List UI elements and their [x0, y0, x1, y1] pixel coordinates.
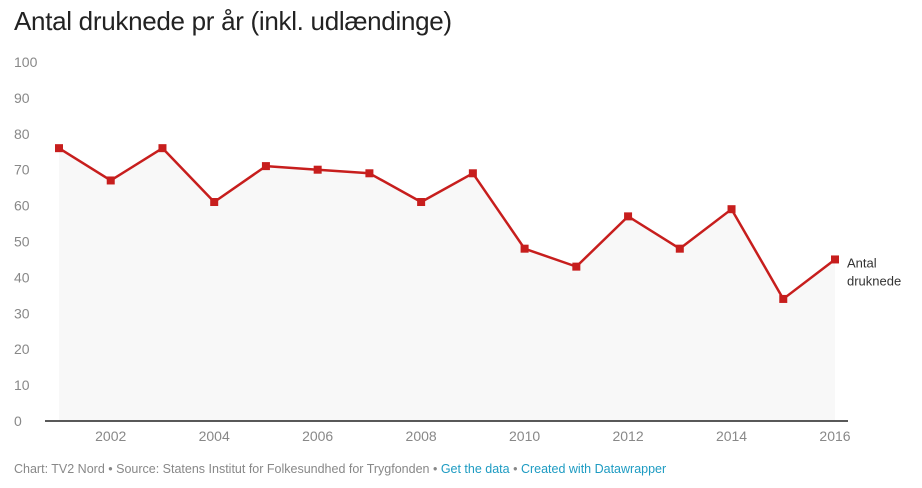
data-point — [675, 244, 684, 253]
y-tick-label: 50 — [14, 234, 30, 250]
data-point — [727, 205, 736, 214]
data-point — [210, 198, 219, 207]
y-tick-label: 100 — [14, 54, 38, 70]
data-point — [520, 244, 529, 253]
y-tick-label: 30 — [14, 305, 30, 321]
y-tick-label: 70 — [14, 162, 30, 178]
x-tick-label: 2012 — [612, 428, 643, 444]
source-credit: Source: Statens Institut for Folkesundhe… — [116, 462, 430, 476]
data-point — [572, 262, 581, 271]
data-point — [468, 169, 477, 178]
series-label: Antal — [847, 255, 877, 270]
x-tick-label: 2004 — [199, 428, 230, 444]
chart-credit: Chart: TV2 Nord — [14, 462, 105, 476]
x-tick-label: 2008 — [406, 428, 437, 444]
data-point — [417, 198, 426, 207]
data-point — [158, 144, 167, 153]
data-point — [313, 165, 322, 174]
y-tick-label: 90 — [14, 90, 30, 106]
y-tick-label: 60 — [14, 198, 30, 214]
datawrapper-link[interactable]: Created with Datawrapper — [520, 462, 667, 476]
x-tick-label: 2010 — [509, 428, 540, 444]
series-line — [58, 146, 836, 301]
data-point — [831, 255, 839, 264]
area-fill — [59, 148, 835, 421]
separator: • — [429, 462, 441, 476]
y-tick-label: 40 — [14, 269, 30, 285]
data-point — [106, 176, 115, 185]
data-point — [261, 162, 270, 171]
separator: • — [509, 462, 521, 476]
get-data-link[interactable]: Get the data — [440, 462, 510, 476]
separator: • — [104, 462, 117, 476]
y-tick-label: 80 — [14, 126, 30, 142]
x-tick-label: 2014 — [716, 428, 747, 444]
y-tick-label: 20 — [14, 341, 30, 357]
chart-title: Antal druknede pr år (inkl. udlændinge) — [14, 6, 452, 36]
data-point — [779, 294, 788, 303]
x-tick-label: 2002 — [95, 428, 126, 444]
x-tick-label: 2016 — [819, 428, 850, 444]
data-point — [624, 212, 633, 221]
y-tick-label: 10 — [14, 377, 30, 393]
data-point — [365, 169, 374, 178]
footer: Chart: TV2 Nord • Source: Statens Instit… — [14, 462, 666, 476]
x-tick-label: 2006 — [302, 428, 333, 444]
data-point — [55, 144, 63, 153]
y-tick-label: 0 — [14, 413, 22, 429]
series-label: druknede — [847, 273, 901, 288]
line-chart: 0 10 20 30 40 50 60 70 80 90 100 2002 2004 2006 2008 20… — [14, 54, 901, 444]
